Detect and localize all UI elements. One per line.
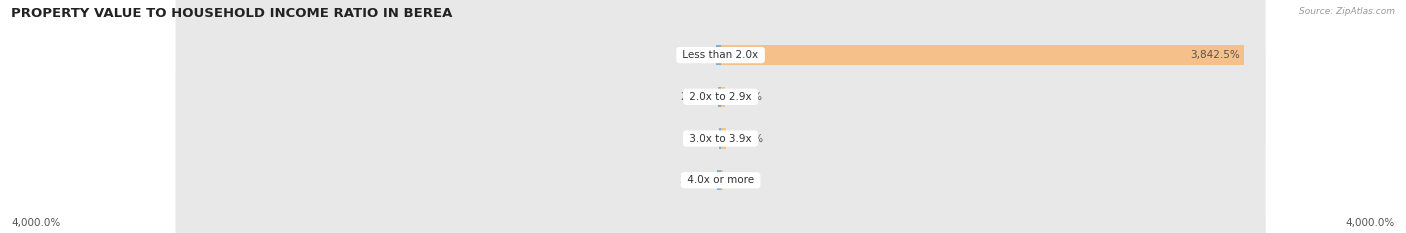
Text: Less than 2.0x: Less than 2.0x <box>679 50 762 60</box>
Text: 3.0x to 3.9x: 3.0x to 3.9x <box>686 134 755 144</box>
Text: 3,842.5%: 3,842.5% <box>1189 50 1240 60</box>
Text: 15.3%: 15.3% <box>727 175 759 185</box>
Text: 4,000.0%: 4,000.0% <box>11 218 60 228</box>
Bar <box>717 170 721 190</box>
Text: PROPERTY VALUE TO HOUSEHOLD INCOME RATIO IN BEREA: PROPERTY VALUE TO HOUSEHOLD INCOME RATIO… <box>11 7 453 20</box>
Text: 12.4%: 12.4% <box>682 134 714 144</box>
FancyBboxPatch shape <box>174 0 1267 233</box>
Text: 36.0%: 36.0% <box>730 92 762 102</box>
Bar <box>716 45 721 65</box>
Text: 4,000.0%: 4,000.0% <box>1346 218 1395 228</box>
Bar <box>718 128 721 149</box>
FancyBboxPatch shape <box>174 0 1267 233</box>
Text: 36.0%: 36.0% <box>679 50 711 60</box>
Bar <box>721 170 723 190</box>
Bar <box>721 87 725 107</box>
FancyBboxPatch shape <box>174 0 1267 233</box>
Text: 28.1%: 28.1% <box>679 175 713 185</box>
Bar <box>721 128 725 149</box>
Bar <box>718 87 721 107</box>
Text: 20.3%: 20.3% <box>681 92 714 102</box>
Bar <box>721 45 1244 65</box>
FancyBboxPatch shape <box>174 0 1267 233</box>
Text: 38.3%: 38.3% <box>730 134 763 144</box>
Text: 4.0x or more: 4.0x or more <box>683 175 758 185</box>
Text: 2.0x to 2.9x: 2.0x to 2.9x <box>686 92 755 102</box>
Text: Source: ZipAtlas.com: Source: ZipAtlas.com <box>1299 7 1395 16</box>
